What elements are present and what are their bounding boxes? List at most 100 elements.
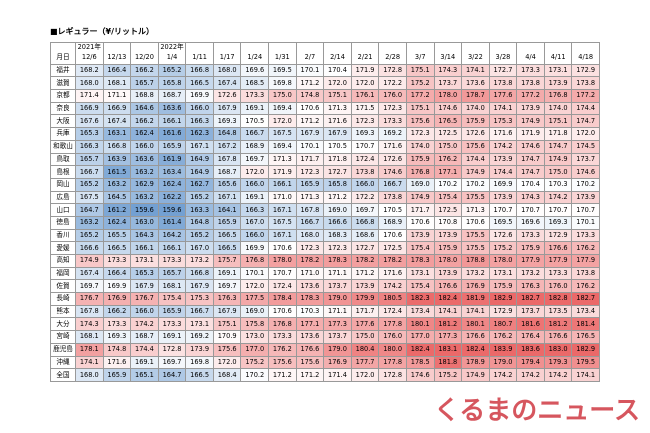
price-cell: 166.9 — [75, 101, 104, 116]
price-cell: 166.0 — [130, 304, 159, 319]
price-cell: 174.3 — [75, 317, 104, 332]
price-cell: 168.3 — [323, 228, 352, 243]
price-cell: 167.1 — [268, 228, 297, 243]
price-cell: 167.9 — [130, 279, 159, 294]
price-cell: 172.8 — [378, 368, 407, 382]
price-cell: 171.1 — [102, 89, 132, 103]
price-cell: 170.3 — [295, 304, 325, 319]
price-cell: 168.5 — [240, 76, 270, 91]
data-row: 宮崎 168.1 169.3 168.7 169.1 169.2 170.9 173.0 173… — [50, 330, 600, 344]
empty-cell — [130, 42, 159, 52]
price-cell: 178.5 — [405, 355, 435, 370]
price-cell: 166.8 — [185, 266, 214, 281]
price-cell: 167.5 — [268, 215, 297, 230]
price-cell: 163.2 — [130, 165, 159, 179]
price-cell: 175.9 — [488, 279, 518, 294]
price-cell: 170.7 — [516, 203, 545, 217]
price-cell: 172.6 — [488, 228, 518, 243]
price-cell: 173.7 — [571, 152, 600, 167]
price-cell: 174.8 — [295, 89, 325, 103]
price-cell: 172.6 — [461, 127, 490, 141]
row-label: 京都 — [50, 89, 76, 103]
price-cell: 170.2 — [461, 177, 490, 192]
price-cell: 166.0 — [350, 177, 380, 192]
price-cell: 172.2 — [350, 190, 380, 205]
price-cell: 176.5 — [571, 330, 600, 344]
price-cell: 175.6 — [295, 355, 325, 370]
price-cell: 166.1 — [130, 241, 159, 255]
price-cell: 167.9 — [212, 304, 242, 319]
price-cell: 179.0 — [488, 355, 518, 370]
price-cell: 178.3 — [323, 254, 352, 268]
price-cell: 169.9 — [185, 89, 214, 103]
price-cell: 165.2 — [185, 228, 214, 243]
price-cell: 173.9 — [185, 342, 214, 357]
price-cell: 173.7 — [323, 330, 352, 344]
price-cell: 174.7 — [516, 165, 545, 179]
price-cell: 172.7 — [350, 241, 380, 255]
price-cell: 172.2 — [378, 76, 407, 91]
price-cell: 164.8 — [212, 127, 242, 141]
price-cell: 178.1 — [75, 342, 104, 357]
price-cell: 168.7 — [212, 165, 242, 179]
empty-cell — [268, 42, 297, 52]
price-cell: 172.5 — [433, 203, 463, 217]
price-cell: 169.2 — [378, 127, 407, 141]
price-cell: 165.9 — [157, 304, 187, 319]
price-cell: 159.6 — [130, 203, 159, 217]
price-cell: 167.1 — [268, 203, 297, 217]
data-row: 徳島 163.2 162.4 163.0 161.4 164.8 165.9 167.0 167… — [50, 215, 600, 230]
price-cell: 169.2 — [185, 330, 214, 344]
price-cell: 171.2 — [350, 266, 380, 281]
price-cell: 162.3 — [185, 127, 214, 141]
price-cell: 168.8 — [130, 89, 159, 103]
price-cell: 167.5 — [75, 190, 104, 205]
price-cell: 171.2 — [295, 76, 325, 91]
price-cell: 172.0 — [268, 114, 297, 129]
row-label: 大阪 — [50, 114, 76, 129]
row-label: 沖縄 — [50, 355, 76, 370]
price-cell: 170.6 — [268, 241, 297, 255]
price-cell: 170.6 — [461, 215, 490, 230]
price-cell: 170.5 — [378, 203, 407, 217]
price-cell: 167.0 — [240, 215, 270, 230]
price-cell: 176.8 — [543, 89, 573, 103]
price-cell: 166.7 — [295, 215, 325, 230]
price-cell: 167.6 — [75, 114, 104, 129]
price-cell: 171.9 — [268, 165, 297, 179]
price-cell: 171.8 — [323, 152, 352, 167]
data-row: 大分 174.3 173.3 174.2 173.3 173.1 175.1 175.8 176… — [50, 317, 600, 332]
price-cell: 166.1 — [268, 177, 297, 192]
price-cell: 162.9 — [130, 177, 159, 192]
row-label: 香川 — [50, 228, 76, 243]
price-cell: 166.8 — [185, 63, 214, 78]
price-cell: 165.7 — [75, 152, 104, 167]
price-cell: 172.9 — [543, 228, 573, 243]
price-cell: 171.1 — [323, 266, 352, 281]
price-cell: 177.8 — [378, 355, 407, 370]
column-header: 2/21 — [350, 52, 380, 65]
price-cell: 166.8 — [350, 215, 380, 230]
price-cell: 182.4 — [433, 292, 463, 306]
price-cell: 169.9 — [102, 279, 132, 294]
price-cell: 174.4 — [571, 101, 600, 116]
price-cell: 172.0 — [571, 127, 600, 141]
column-header: 12/13 — [102, 52, 132, 65]
price-cell: 175.6 — [212, 342, 242, 357]
row-label: 大分 — [50, 317, 76, 332]
price-cell: 176.9 — [102, 292, 132, 306]
price-cell: 173.2 — [516, 266, 545, 281]
price-cell: 174.2 — [516, 368, 545, 382]
price-cell: 169.0 — [240, 304, 270, 319]
empty-cell — [240, 42, 270, 52]
price-cell: 173.6 — [461, 76, 490, 91]
price-cell: 173.8 — [488, 76, 518, 91]
empty-cell — [102, 42, 132, 52]
price-cell: 166.7 — [75, 165, 104, 179]
price-cell: 173.3 — [268, 330, 297, 344]
data-row: 滋賀 168.0 168.1 165.7 165.8 166.5 167.4 168.5 169… — [50, 76, 600, 91]
price-cell: 174.9 — [75, 254, 104, 268]
price-cell: 178.2 — [350, 254, 380, 268]
price-cell: 175.2 — [433, 368, 463, 382]
price-cell: 164.7 — [157, 368, 187, 382]
